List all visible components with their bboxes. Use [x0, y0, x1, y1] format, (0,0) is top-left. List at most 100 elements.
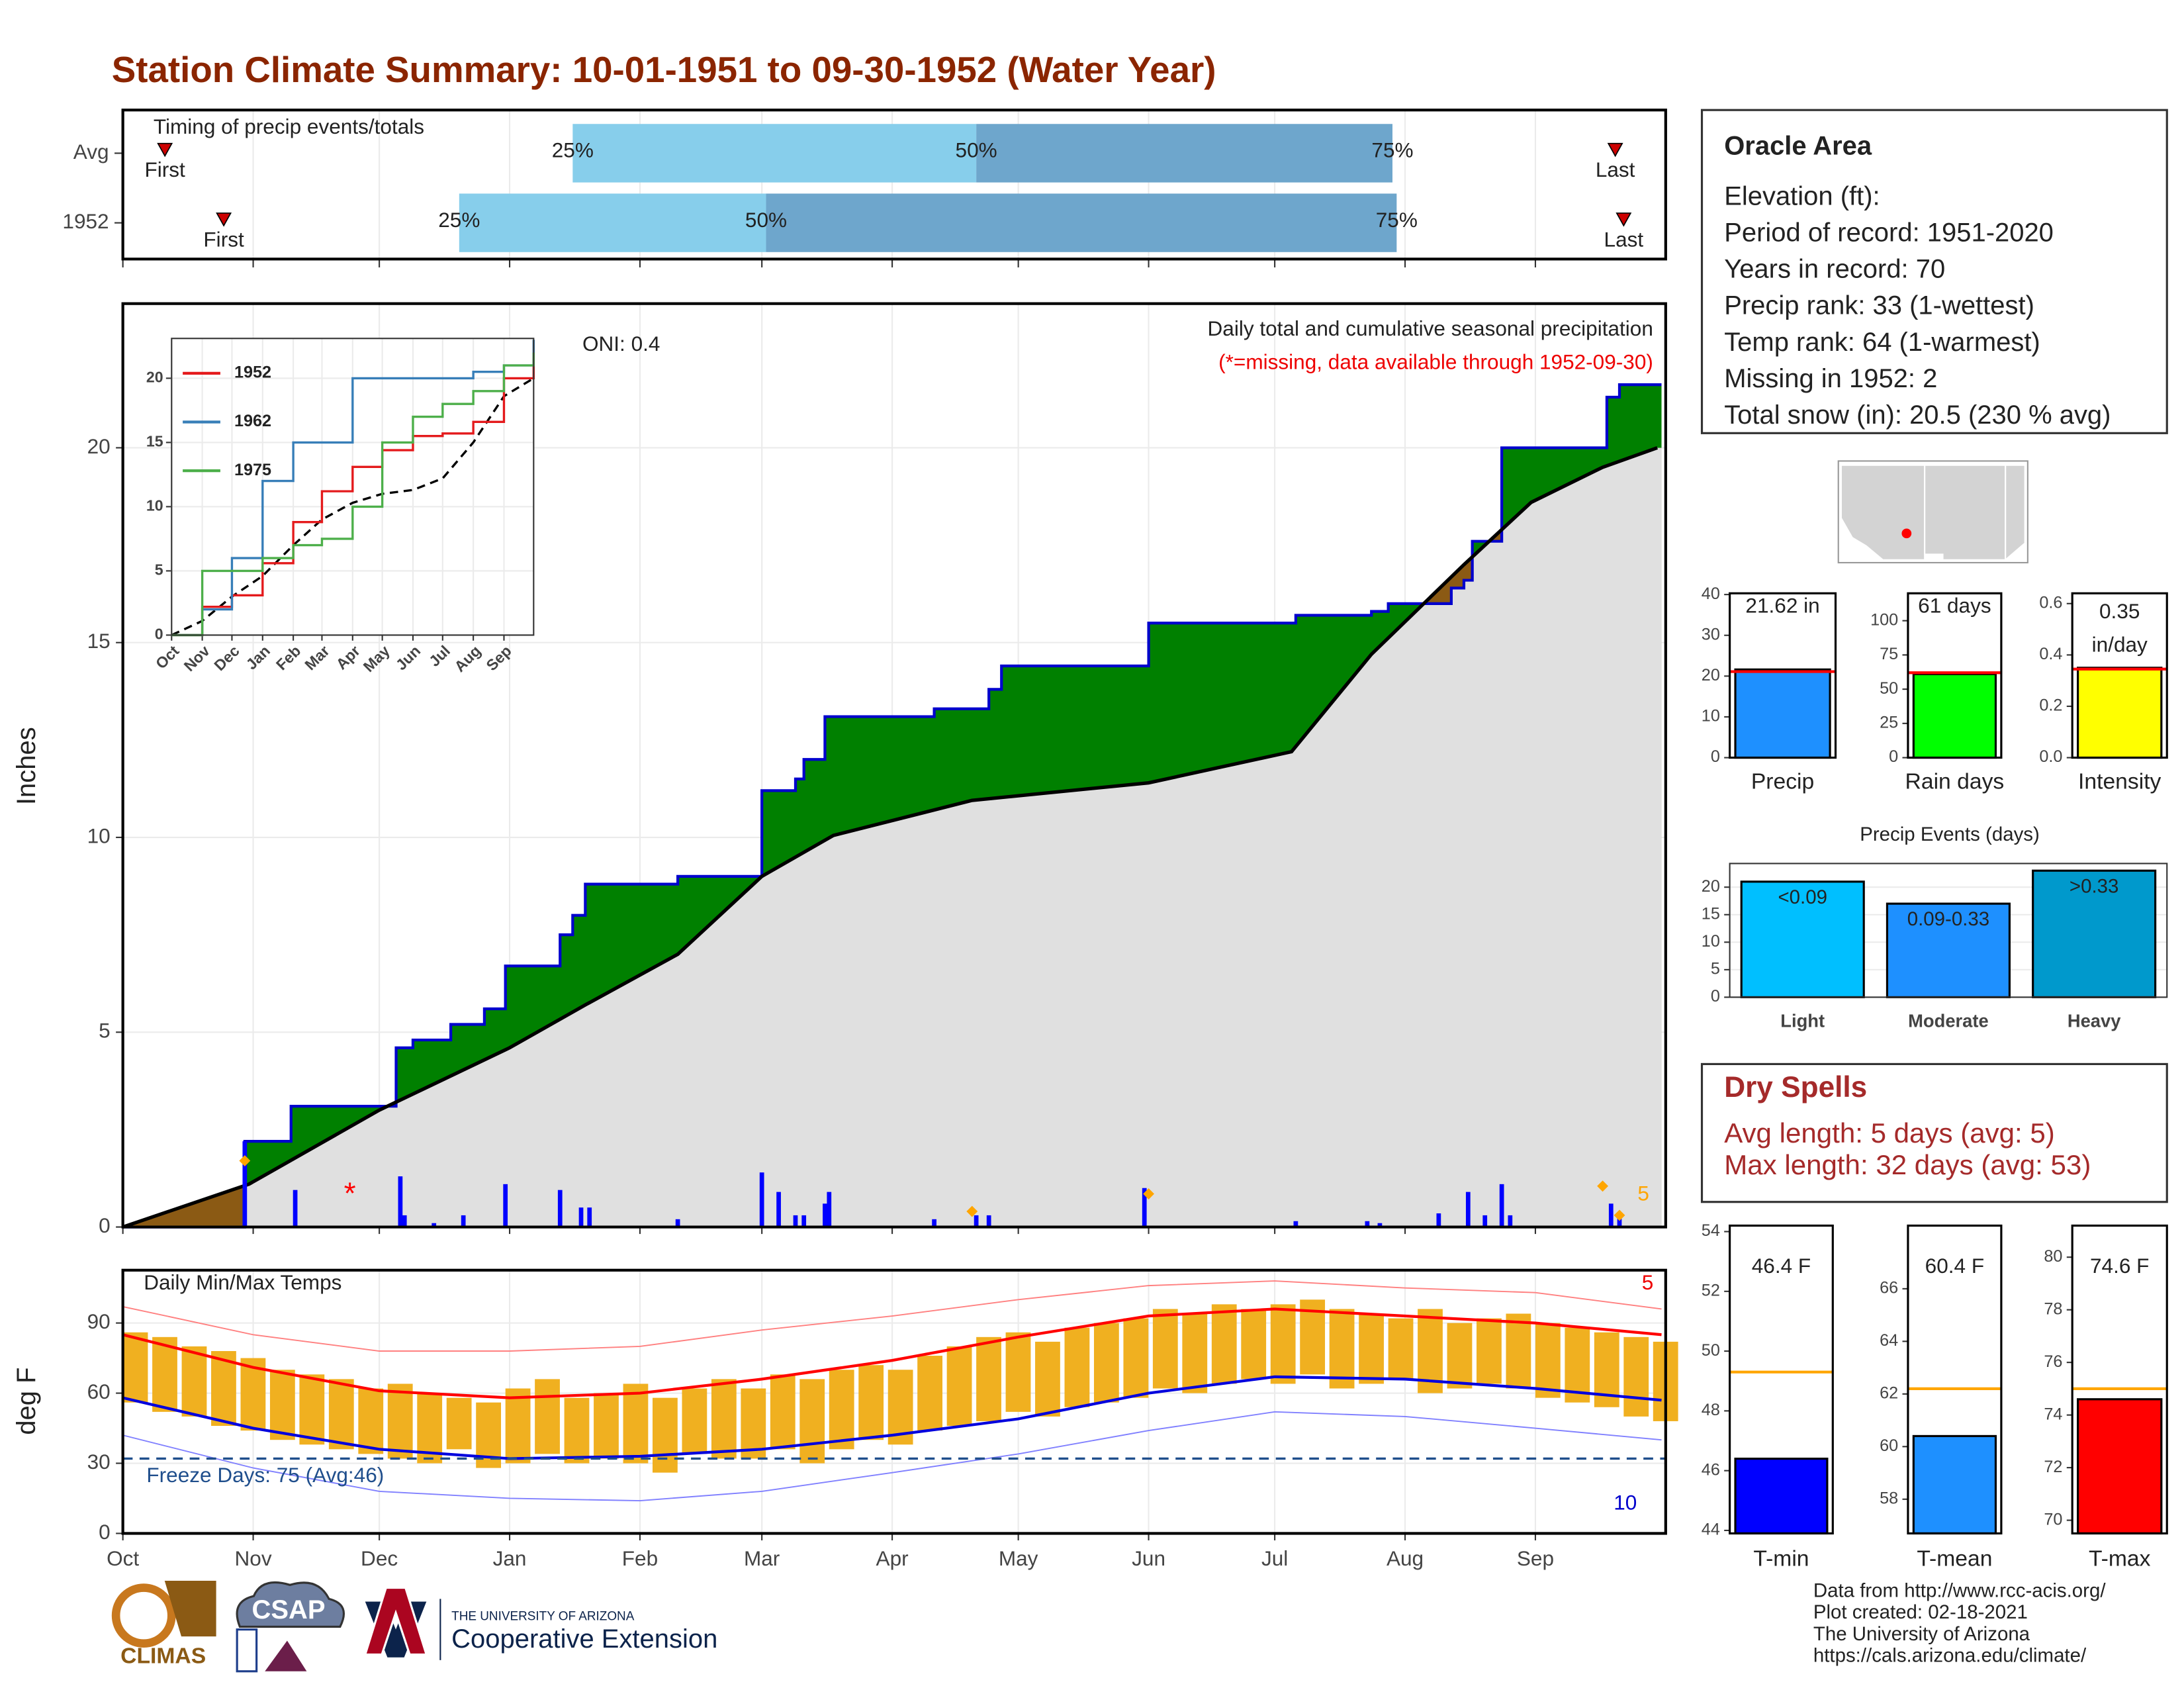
oni-annotation: ONI: 0.4: [582, 332, 660, 355]
mini-value-label: 60.4 F: [1925, 1254, 1984, 1278]
mini-bar: [1734, 668, 1831, 759]
temp-range-bar: [741, 1388, 766, 1459]
daily-precip-bar: [1377, 1223, 1383, 1227]
mini-y-tick-label: 52: [1702, 1281, 1720, 1299]
daily-precip-bar: [557, 1190, 563, 1227]
temp-range-bar: [1270, 1304, 1296, 1384]
events-y-tick-label: 20: [1702, 877, 1720, 896]
station-dot: [1901, 528, 1912, 539]
info-line: Period of record: 1951-2020: [1724, 218, 2054, 247]
mini-y-tick-label: 46: [1702, 1460, 1720, 1479]
mini-y-tick-label: 50: [1880, 679, 1898, 698]
record-max-line: [122, 1280, 1662, 1352]
temp-range-bar: [387, 1383, 413, 1459]
precip-frame: [121, 302, 1667, 1229]
temp-range-bar: [799, 1379, 825, 1464]
mini-value-label: 21.62 in: [1745, 594, 1819, 618]
timing-frame: [121, 109, 1667, 261]
timing-last-label: Last: [1604, 227, 1644, 251]
mini-y-tick-label: 66: [1880, 1279, 1898, 1297]
daily-precip-bar: [827, 1192, 832, 1227]
inset-frame: [171, 338, 535, 636]
page-title: Station Climate Summary: 10-01-1951 to 0…: [112, 49, 1216, 90]
timing-bar-q25-q50: [572, 124, 977, 183]
mini-frame: [2071, 1224, 2168, 1535]
daily-precip-bar: [801, 1215, 807, 1227]
temp-range-bar: [535, 1379, 560, 1454]
temp-range-bar: [564, 1397, 590, 1464]
mini-y-tick-label: 0.6: [2039, 593, 2062, 612]
credit-line: Data from http://www.rcc-acis.org/: [1813, 1580, 2106, 1602]
temp-range-bar: [1241, 1309, 1267, 1380]
daily-precip-bar: [242, 1141, 248, 1227]
climas-logo-ring: [111, 1583, 176, 1648]
mini-y-tick-label: 0: [1889, 747, 1898, 766]
mini-category-label: Intensity: [2078, 769, 2161, 794]
mini-bar: [1912, 673, 1997, 759]
temp-range-bar: [946, 1346, 972, 1427]
y-tick-label: 90: [87, 1309, 111, 1333]
mini-y-tick-label: 64: [1880, 1331, 1898, 1350]
timing-percentile-label: 75%: [1376, 208, 1418, 232]
timing-first-marker: [157, 142, 173, 158]
inset-series-line: [171, 340, 535, 637]
temp-range-bar: [1211, 1304, 1237, 1384]
daily-precip-bar: [759, 1172, 764, 1227]
daily-precip-bar: [587, 1207, 592, 1227]
mini-frame: [1907, 592, 2003, 759]
events-range-label: 0.09-0.33: [1907, 908, 1989, 930]
info-line: Years in record: 70: [1724, 255, 1945, 284]
y-tick-label: 0: [99, 1520, 111, 1544]
daily-precip-bar: [1293, 1221, 1298, 1227]
temp-range-bar: [122, 1332, 148, 1403]
snow-marker: [1597, 1180, 1609, 1192]
temp-range-bar: [594, 1393, 619, 1459]
timing-percentile-label: 25%: [438, 208, 480, 232]
temp-range-bar: [1005, 1332, 1031, 1412]
events-y-tick-label: 0: [1711, 987, 1720, 1006]
freeze-label: Freeze Days: 75 (Avg:46): [146, 1463, 384, 1487]
inset-legend-label: 1952: [234, 363, 271, 382]
temp-range-bar: [1477, 1318, 1502, 1384]
university-text: THE UNIVERSITY OF ARIZONA: [451, 1610, 635, 1624]
events-title: Precip Events (days): [1860, 823, 2040, 845]
y-axis-label: Inches: [12, 727, 41, 805]
mini-frame: [2071, 592, 2168, 759]
timing-percentile-label: 50%: [956, 138, 997, 162]
events-frame: [1729, 863, 2168, 998]
mini-y-tick-label: 74: [2044, 1405, 2062, 1423]
mini-bar: [2077, 667, 2163, 759]
mini-y-tick-label: 54: [1702, 1221, 1720, 1240]
timing-last-label: Last: [1596, 158, 1635, 181]
mini-y-tick-label: 58: [1880, 1489, 1898, 1507]
temp-range-bar: [299, 1374, 325, 1445]
mini-y-tick-label: 20: [1702, 666, 1720, 684]
footer-logos: CLIMAS CSAP THE UNIVERSITY OF ARIZONA Co…: [111, 1580, 717, 1673]
csap-bars: [236, 1628, 258, 1673]
temp-range-bar: [623, 1383, 649, 1464]
dry-spells-title: Dry Spells: [1724, 1071, 1867, 1103]
temp-range-bar: [829, 1370, 854, 1450]
record-min-line: [122, 1411, 1662, 1501]
daily-precip-bar: [578, 1207, 584, 1227]
events-range-label: >0.33: [2070, 875, 2119, 897]
mini-y-tick-label: 62: [1880, 1384, 1898, 1403]
daily-precip-bar: [1465, 1192, 1471, 1227]
mini-y-tick-label: 70: [2044, 1510, 2062, 1528]
timing-last-marker: [1607, 142, 1623, 158]
temp-range-bar: [770, 1374, 796, 1450]
csap-mountain: [265, 1640, 307, 1671]
daily-precip-bar: [402, 1215, 407, 1227]
map-texas: [2005, 464, 2026, 562]
y-tick-label: 60: [87, 1380, 111, 1403]
info-line: Temp rank: 64 (1-warmest): [1724, 328, 2040, 357]
temp-range-bar: [446, 1397, 472, 1450]
inset-legend-label: 1962: [234, 412, 271, 430]
mini-bar: [1734, 1458, 1829, 1535]
daily-precip-bar: [986, 1215, 991, 1227]
daily-precip-bar: [1142, 1188, 1147, 1227]
temp-range-bar: [1182, 1313, 1208, 1393]
temp-range-bar: [152, 1336, 177, 1412]
daily-precip-bar: [1499, 1184, 1504, 1227]
mini-value-label: 46.4 F: [1752, 1254, 1811, 1278]
